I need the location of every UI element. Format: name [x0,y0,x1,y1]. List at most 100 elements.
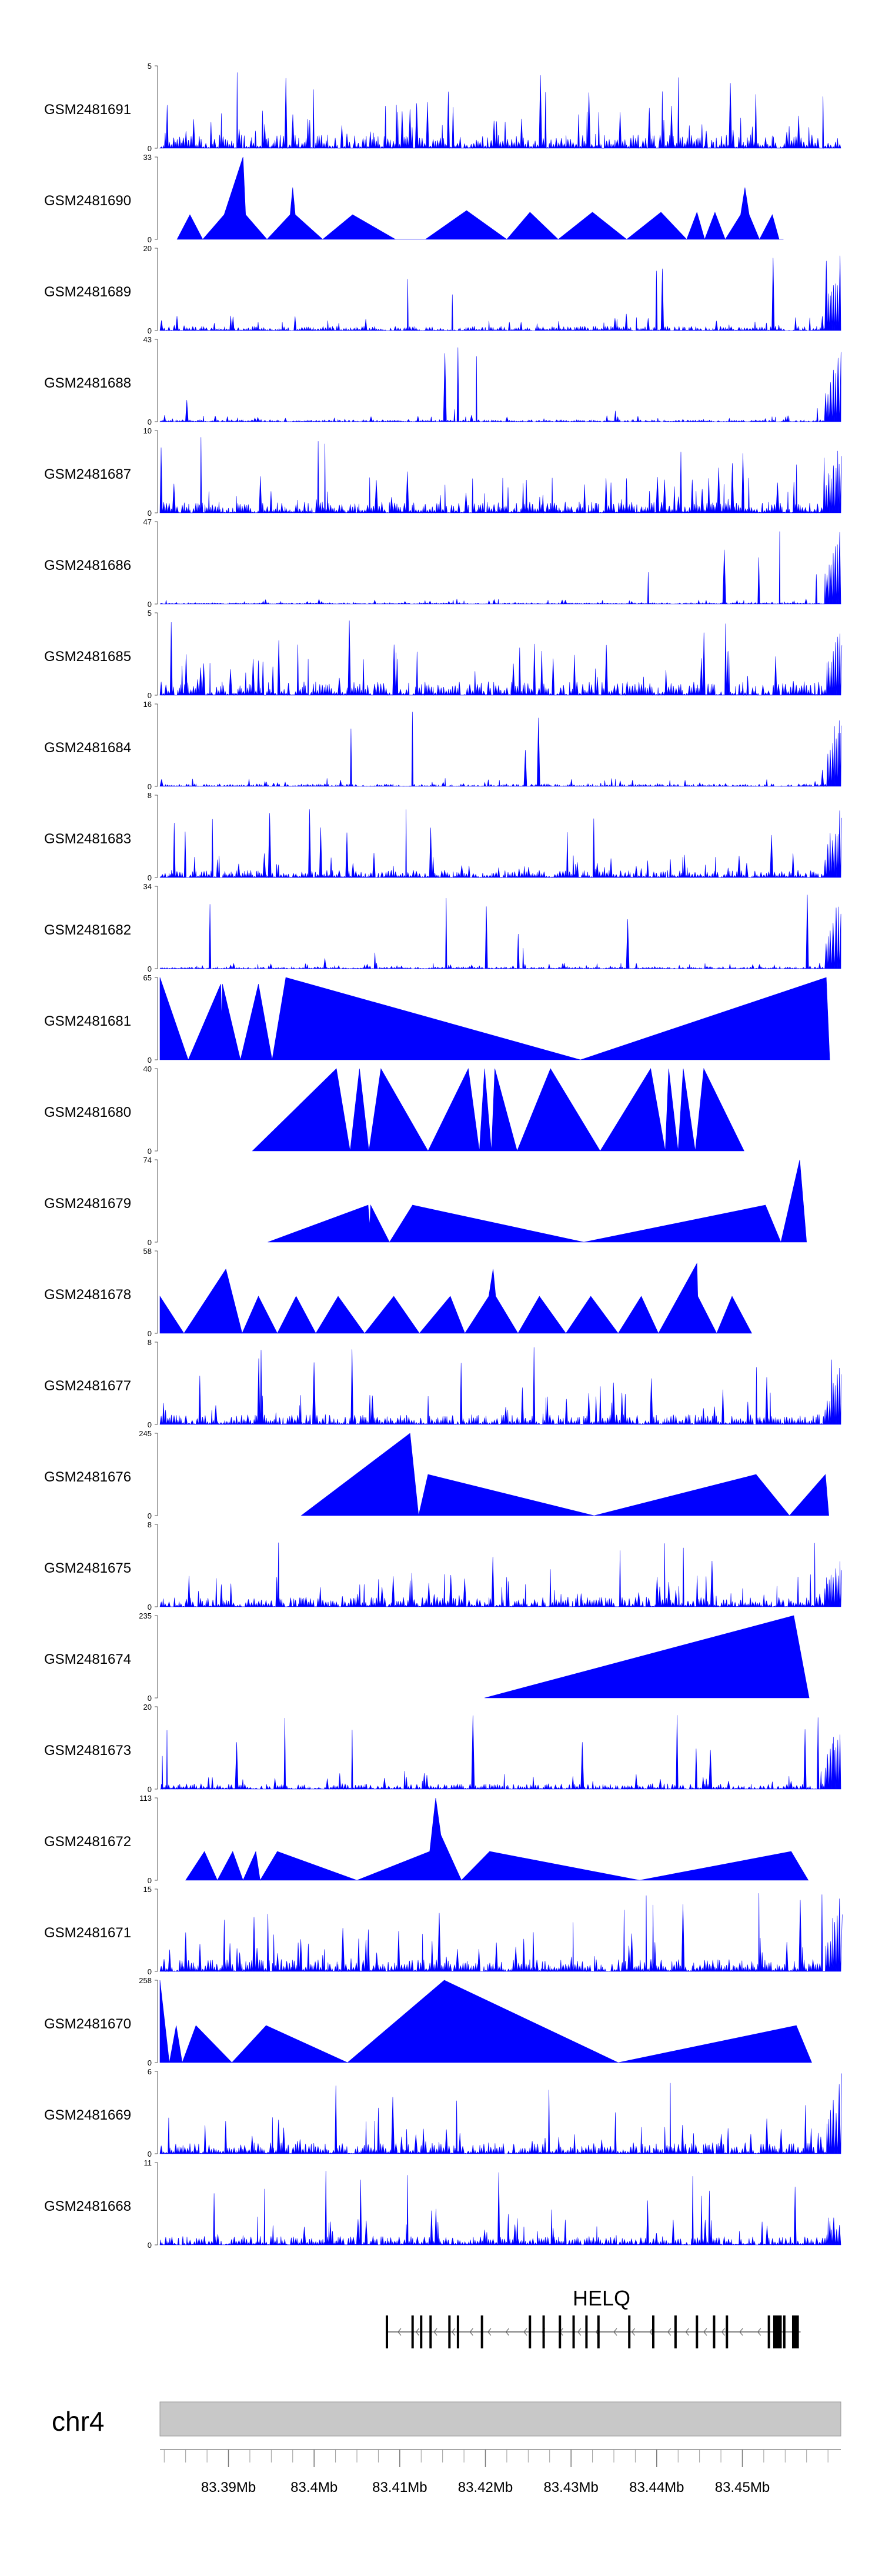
gene-exon [628,2315,631,2348]
strand-arrow [487,2328,492,2336]
x-tick-label: 83.44Mb [629,2480,684,2495]
chromosome-band [159,2401,841,2437]
gene-exon [783,2315,786,2348]
y-zero-label: 0 [148,1238,152,1247]
strand-arrow [703,2328,707,2336]
gene-exon-thick [791,2315,799,2348]
coverage-area [268,1159,807,1243]
y-zero-label: 0 [148,326,152,335]
gene-exon [696,2315,699,2348]
coverage-area [159,809,842,879]
y-max-label: 235 [139,1611,152,1620]
track-label: GSM2481672 [44,1834,131,1850]
track-GSM2481681: GSM2481681 65 0 [44,973,830,1065]
coverage-area [185,1797,809,1881]
y-zero-label: 0 [148,1329,152,1338]
track-label: GSM2481684 [44,740,131,756]
gene-exon-thick [773,2315,782,2348]
track-GSM2481688: GSM2481688 43 0 [44,335,841,426]
track-label: GSM2481686 [44,558,131,573]
y-zero-label: 0 [148,2150,152,2158]
track-GSM2481670: GSM2481670 258 0 [44,1976,812,2067]
coverage-area [159,255,841,332]
y-max-label: 20 [143,244,152,253]
track-GSM2481679: GSM2481679 74 0 [44,1156,807,1247]
track-GSM2481683: GSM2481683 8 0 [44,791,842,882]
x-tick-label: 83.4Mb [290,2480,338,2495]
track-label: GSM2481683 [44,831,131,847]
track-GSM2481689: GSM2481689 20 0 [44,244,841,335]
y-zero-label: 0 [148,235,152,244]
y-zero-label: 0 [148,2241,152,2250]
strand-arrow [631,2328,636,2336]
x-tick-label: 83.45Mb [715,2480,770,2495]
gene-exon [529,2315,532,2348]
y-max-label: 43 [143,335,152,344]
track-label: GSM2481680 [44,1105,131,1120]
strand-arrow [523,2328,527,2336]
strand-arrow [757,2328,761,2336]
y-zero-label: 0 [148,691,152,700]
track-GSM2481669: GSM2481669 6 0 [44,2067,842,2158]
y-max-label: 40 [143,1065,152,1073]
coverage-area [252,1067,744,1152]
track-GSM2481674: GSM2481674 235 0 [44,1611,810,1703]
track-GSM2481672: GSM2481672 113 0 [44,1794,809,1885]
y-max-label: 65 [143,973,152,982]
y-max-label: 15 [143,1885,152,1894]
gene-exon [456,2315,459,2348]
y-zero-label: 0 [148,1876,152,1885]
y-max-label: 245 [139,1429,152,1438]
track-GSM2481690: GSM2481690 33 0 [44,153,784,244]
gene-exon [386,2315,388,2348]
track-label: GSM2481670 [44,2016,131,2032]
coverage-area [159,712,842,788]
strand-arrow [451,2328,456,2336]
strand-arrow [415,2328,419,2336]
gene-exon [572,2315,575,2348]
gene-exon [542,2315,545,2348]
gene-exon [585,2315,588,2348]
coverage-area [159,347,841,423]
track-label: GSM2481682 [44,922,131,938]
coverage-area [159,1347,841,1426]
track-label: GSM2481675 [44,1560,131,1576]
y-zero-label: 0 [148,1785,152,1794]
y-max-label: 20 [143,1703,152,1711]
y-zero-label: 0 [148,144,152,153]
track-label: GSM2481676 [44,1469,131,1485]
data-tracks: GSM248169150GSM2481690330GSM2481689200GS… [44,62,843,2250]
track-label: GSM2481669 [44,2107,131,2123]
x-tick-label: 83.41Mb [372,2480,427,2495]
y-max-label: 34 [143,882,152,891]
track-GSM2481686: GSM2481686 47 0 [44,518,841,609]
track-GSM2481677: GSM2481677 8 0 [44,1338,841,1429]
x-tick-label: 83.43Mb [543,2480,598,2495]
coverage-area [159,1980,812,2064]
strand-arrow [685,2328,689,2336]
coverage-area [159,1262,752,1334]
strand-arrow [649,2328,653,2336]
gene-name: HELQ [573,2286,630,2310]
track-label: GSM2481681 [44,1013,131,1029]
gene-exon [767,2315,770,2348]
coverage-area [485,1615,810,1699]
y-max-label: 113 [139,1794,152,1803]
y-max-label: 10 [143,426,152,435]
strand-arrow [721,2328,725,2336]
track-label: GSM2481677 [44,1378,131,1394]
gene-model: HELQ [386,2286,801,2348]
chromosome-name: chr4 [52,2406,104,2437]
y-zero-label: 0 [148,1967,152,1976]
coverage-area [159,977,830,1060]
y-zero-label: 0 [148,1603,152,1611]
y-max-label: 58 [143,1247,152,1256]
coverage-area [159,2171,841,2246]
track-GSM2481684: GSM2481684 16 0 [44,700,842,791]
y-zero-label: 0 [148,1511,152,1520]
y-max-label: 16 [143,700,152,709]
y-max-label: 5 [148,609,152,618]
track-GSM2481691: GSM2481691 5 0 [44,62,841,153]
track-GSM2481685: GSM2481685 5 0 [44,609,843,700]
gene-exon [411,2315,414,2348]
